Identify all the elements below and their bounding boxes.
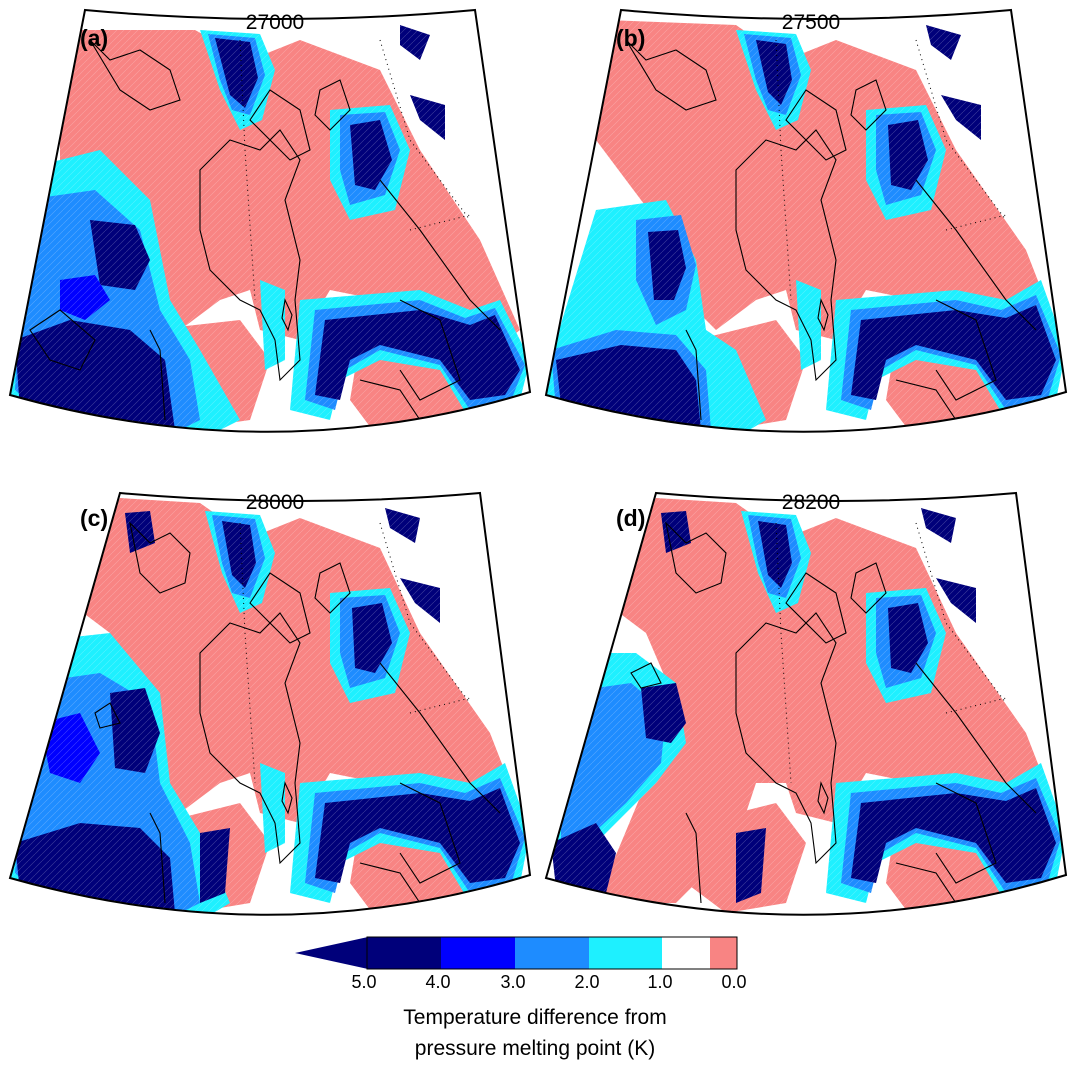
- colorbar-tick: 0.0: [721, 972, 747, 992]
- colorbar-overflow-arrow: [295, 937, 368, 969]
- colorbar-label: Temperature difference from pressure mel…: [340, 1002, 730, 1064]
- graticule: [239, 39, 471, 301]
- panel-title-b: 27500: [781, 11, 841, 34]
- map-frame: [544, 491, 1068, 916]
- colorbar-bin-1-2: [589, 937, 662, 969]
- colorbar-tick: 4.0: [425, 972, 451, 992]
- map-panel-b: [544, 8, 1068, 433]
- colorbar-tick: 3.0: [500, 972, 526, 992]
- colorbar-bin-3-4: [441, 937, 515, 969]
- ice-temperature-field: [546, 493, 1066, 915]
- panel-letter-d: (d): [616, 505, 646, 531]
- ice-temperature-field: [10, 493, 530, 915]
- graticule: [775, 39, 1007, 301]
- ice-temperature-field: [546, 10, 1066, 432]
- panel-letter-c: (c): [80, 505, 109, 531]
- coastlines: [625, 39, 1037, 421]
- map-panel-c: [8, 491, 532, 916]
- graticule: [775, 522, 1007, 784]
- panel-title-a: 27000: [245, 11, 305, 34]
- coastlines: [630, 521, 1037, 904]
- colorbar-tick: 1.0: [647, 972, 673, 992]
- colorbar-label-line1: Temperature difference from: [403, 1006, 667, 1029]
- colorbar-label-line2: pressure melting point (K): [414, 1037, 656, 1060]
- graticule: [239, 522, 471, 784]
- map-panel-a: [8, 8, 532, 433]
- colorbar-tick: 2.0: [574, 972, 600, 992]
- colorbar-bin-0: [710, 937, 737, 969]
- colorbar-bin-2-3: [515, 937, 589, 969]
- map-frame: [8, 8, 532, 433]
- map-frame: [8, 491, 532, 916]
- coastlines: [29, 39, 501, 421]
- colorbar-tick: 5.0: [351, 972, 377, 992]
- coastlines: [94, 521, 501, 904]
- map-panel-d: [544, 491, 1068, 916]
- colorbar-bin-0-1: [662, 937, 710, 969]
- panel-letter-b: (b): [616, 25, 646, 51]
- colorbar: [295, 936, 738, 970]
- panel-title-c: 28000: [245, 491, 305, 514]
- ice-temperature-field: [10, 10, 530, 432]
- panel-title-d: 28200: [781, 491, 841, 514]
- map-frame: [544, 8, 1068, 433]
- colorbar-bin-4-5: [367, 937, 441, 969]
- panel-letter-a: (a): [80, 25, 109, 51]
